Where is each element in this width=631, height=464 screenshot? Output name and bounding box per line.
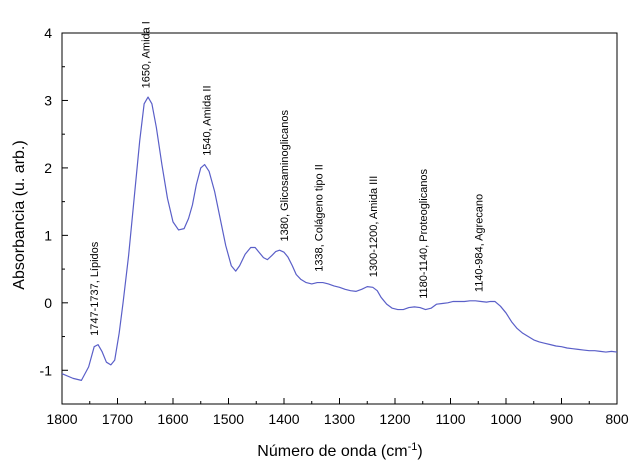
x-tick-label: 800 bbox=[605, 411, 629, 427]
x-tick-label: 900 bbox=[550, 411, 574, 427]
peak-annotation: 1180-1140, Proteoglicanos bbox=[418, 168, 430, 298]
x-axis-title: Número de onda (cm-1) bbox=[257, 441, 422, 460]
x-tick-label: 1100 bbox=[435, 411, 465, 427]
y-axis-ticks: -1 0 1 2 3 4 bbox=[40, 25, 68, 405]
y-tick-label: 3 bbox=[44, 92, 52, 108]
annotations-layer: 1747-1737, Lípidos 1650, Amida I 1540, Ami… bbox=[89, 21, 485, 336]
spectrum-line bbox=[61, 96, 618, 381]
peak-annotation: 1338, Colágeno tipo II bbox=[313, 164, 325, 272]
x-tick-label: 1800 bbox=[46, 411, 77, 427]
y-tick-label: 0 bbox=[44, 295, 52, 311]
peak-annotation: 1140-984, Agrecano bbox=[473, 194, 485, 292]
y-tick-label: 4 bbox=[44, 25, 52, 41]
y-axis-title: Absorbancia (u. arb.) bbox=[11, 140, 28, 289]
x-tick-label: 1700 bbox=[102, 411, 133, 427]
x-axis-title-superscript: -1 bbox=[408, 441, 418, 453]
y-tick-label: 1 bbox=[44, 227, 52, 243]
x-axis-title-end: ) bbox=[417, 443, 422, 460]
peak-annotation: 1540, Amida II bbox=[201, 85, 213, 155]
y-tick-label: -1 bbox=[40, 362, 53, 378]
series-layer bbox=[61, 96, 618, 381]
x-tick-label: 1300 bbox=[324, 411, 355, 427]
x-axis-ticks: 1800 1700 1600 1500 1400 1300 1200 1100 1000 900 8… bbox=[46, 398, 629, 427]
peak-annotation: 1747-1737, Lípidos bbox=[89, 241, 101, 336]
x-tick-label: 1200 bbox=[379, 411, 410, 427]
x-tick-label: 1400 bbox=[268, 411, 299, 427]
x-axis-title-main: Número de onda (cm bbox=[257, 443, 407, 460]
peak-annotation: 1650, Amida I bbox=[140, 21, 152, 88]
x-tick-label: 1000 bbox=[490, 411, 521, 427]
peak-annotation: 1380, Glicosaminoglicanos bbox=[279, 110, 291, 242]
x-tick-label: 1600 bbox=[157, 411, 188, 427]
x-tick-label: 1500 bbox=[213, 411, 244, 427]
peak-annotation: 1300-1200, Amida III bbox=[368, 176, 380, 278]
y-tick-label: 2 bbox=[44, 160, 52, 176]
